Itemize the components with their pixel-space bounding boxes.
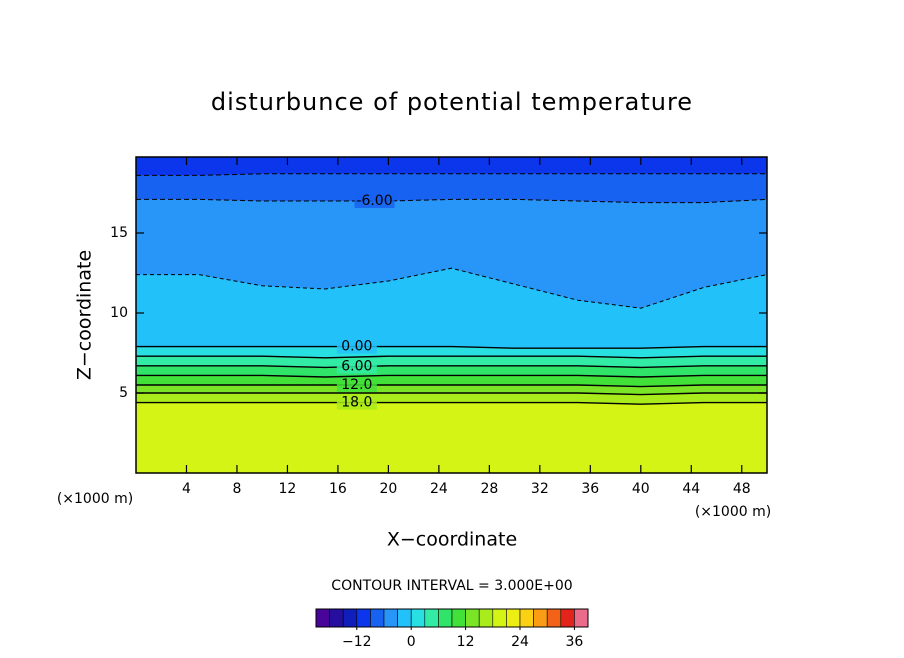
contour-label-bg — [336, 378, 377, 392]
field: 18.0 12.0 6.00 0.00 -6.00 — [136, 157, 767, 473]
colorbar-box — [315, 608, 330, 628]
contour-label-group: -6.00 — [354, 193, 395, 209]
colorbar-box — [451, 608, 466, 628]
x-tick-label: 32 — [531, 481, 549, 497]
y-tick-label: 15 — [110, 225, 128, 241]
colorbar-tick-label: 12 — [457, 634, 475, 650]
contour-label-group: 6.00 — [336, 359, 377, 375]
colorbar-box — [438, 608, 453, 628]
colorbar-tick-label: 36 — [565, 634, 583, 650]
x-tick-label: 44 — [682, 481, 700, 497]
contour-line — [136, 392, 767, 396]
y-tick-label: 10 — [110, 305, 128, 321]
colorbar-box — [424, 608, 439, 628]
colorbar-tick-label: −12 — [342, 634, 372, 650]
x-unit-label: (×1000 m) — [695, 504, 771, 520]
contour-label: 0.00 — [341, 339, 372, 355]
x-tick-label: 20 — [379, 481, 397, 497]
contour-line — [136, 173, 767, 176]
contour-label-bg — [336, 395, 377, 410]
field-band — [136, 157, 767, 176]
x-axis-title: X−coordinate — [387, 529, 517, 551]
colorbar-tick-label: 24 — [511, 634, 529, 650]
contour-label-bg — [354, 194, 395, 208]
colorbar-frame — [315, 608, 589, 628]
colorbar-box — [546, 608, 562, 628]
colorbar-box — [410, 608, 426, 628]
colorbar-box — [329, 608, 344, 628]
contour-line — [136, 198, 767, 204]
colorbar-box — [465, 608, 480, 628]
colorbar-box — [370, 608, 385, 628]
contour-interval: CONTOUR INTERVAL = 3.000E+00 — [331, 578, 572, 594]
contour-label-group: 12.0 — [336, 377, 377, 393]
x-tick-label: 28 — [480, 481, 498, 497]
contour-label: 12.0 — [341, 377, 372, 393]
x-tick-label: 48 — [733, 481, 751, 497]
colorbar-box — [342, 608, 358, 628]
x-unit-label: (×1000 m) — [57, 491, 133, 507]
x-tick-label: 12 — [279, 481, 297, 497]
x-tick-label: 24 — [430, 481, 448, 497]
colorbar-box — [533, 608, 548, 628]
contour-label: -6.00 — [356, 193, 392, 209]
chart-title: disturbunce of potential temperature — [211, 88, 693, 116]
contour-line — [136, 365, 767, 369]
x-tick-label: 40 — [632, 481, 650, 497]
colorbar-box — [574, 608, 589, 628]
colorbar-box — [560, 608, 575, 628]
y-axis-title: Z−coordinate — [74, 250, 96, 380]
y-tick-label: 5 — [119, 385, 128, 401]
contour-label-group: 0.00 — [336, 339, 377, 355]
contour-line — [136, 374, 767, 378]
colorbar-box — [492, 608, 507, 628]
contour-line — [136, 355, 767, 359]
contour-line — [136, 384, 767, 388]
colorbar-tick-label: 0 — [407, 634, 416, 650]
x-tick-label: 16 — [329, 481, 347, 497]
x-tick-label: 8 — [232, 481, 241, 497]
colorbar-box — [383, 608, 398, 628]
colorbar-box — [478, 608, 494, 628]
contour-label-group: 18.0 — [336, 395, 377, 411]
plot-frame — [135, 156, 768, 474]
colorbar-box — [356, 608, 371, 628]
x-tick-label: 36 — [581, 481, 599, 497]
contour-line — [136, 345, 767, 349]
colorbar-box — [519, 608, 534, 628]
contour-line — [136, 401, 767, 405]
contour-label: 6.00 — [341, 359, 372, 375]
x-tick-label: 4 — [182, 481, 191, 497]
contour-label: 18.0 — [341, 395, 372, 411]
colorbar-box — [506, 608, 521, 628]
contour-line — [136, 267, 767, 309]
contour-label-bg — [336, 359, 377, 374]
colorbar-box — [397, 608, 412, 628]
contour-label-bg — [336, 339, 377, 354]
colorbar: −12 0 12 24 36 — [315, 608, 589, 650]
